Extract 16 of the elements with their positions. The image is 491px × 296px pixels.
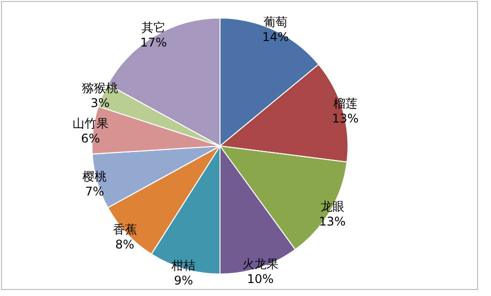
slice-label: 龙眼 [320,199,344,214]
slice-label: 火龙果 [242,257,278,272]
data-label: 7% [85,184,104,198]
slice-label: 香蕉 [112,222,137,236]
slice-label: 猕猴桃 [82,81,118,96]
slice-label: 樱桃 [82,169,107,184]
data-label: 3% [90,96,110,110]
slice-label: 其它 [142,20,166,35]
slice-label: 山竹果 [72,116,108,131]
data-label: 17% [140,36,167,50]
slice-label: 葡萄 [264,14,288,29]
data-label: 9% [174,273,194,288]
data-label: 6% [80,132,100,146]
data-label: 8% [115,237,134,252]
data-label: 10% [247,272,274,286]
data-label: 14% [262,30,289,44]
